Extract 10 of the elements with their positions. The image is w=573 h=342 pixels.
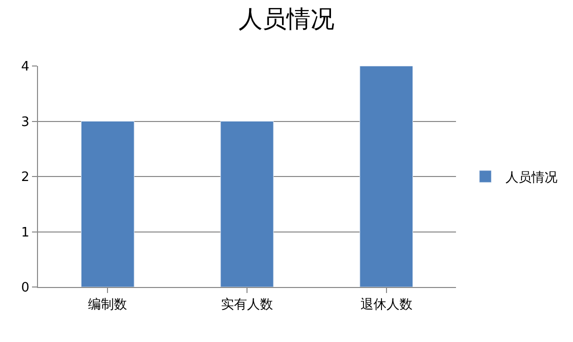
x-tick-label: 编制数 (88, 298, 128, 313)
x-tick-label: 实有人数 (221, 298, 273, 313)
y-tick-label: 3 (21, 114, 30, 130)
y-tick-label: 1 (21, 225, 30, 240)
y-tick-label: 2 (21, 170, 30, 186)
chart-title: 人员情况 (238, 5, 334, 34)
x-tick-label: 退休人数 (360, 298, 412, 313)
legend-label: 人员情况 (505, 170, 558, 186)
y-tick-label: 0 (21, 280, 30, 296)
y-tick-label: 4 (21, 60, 30, 75)
